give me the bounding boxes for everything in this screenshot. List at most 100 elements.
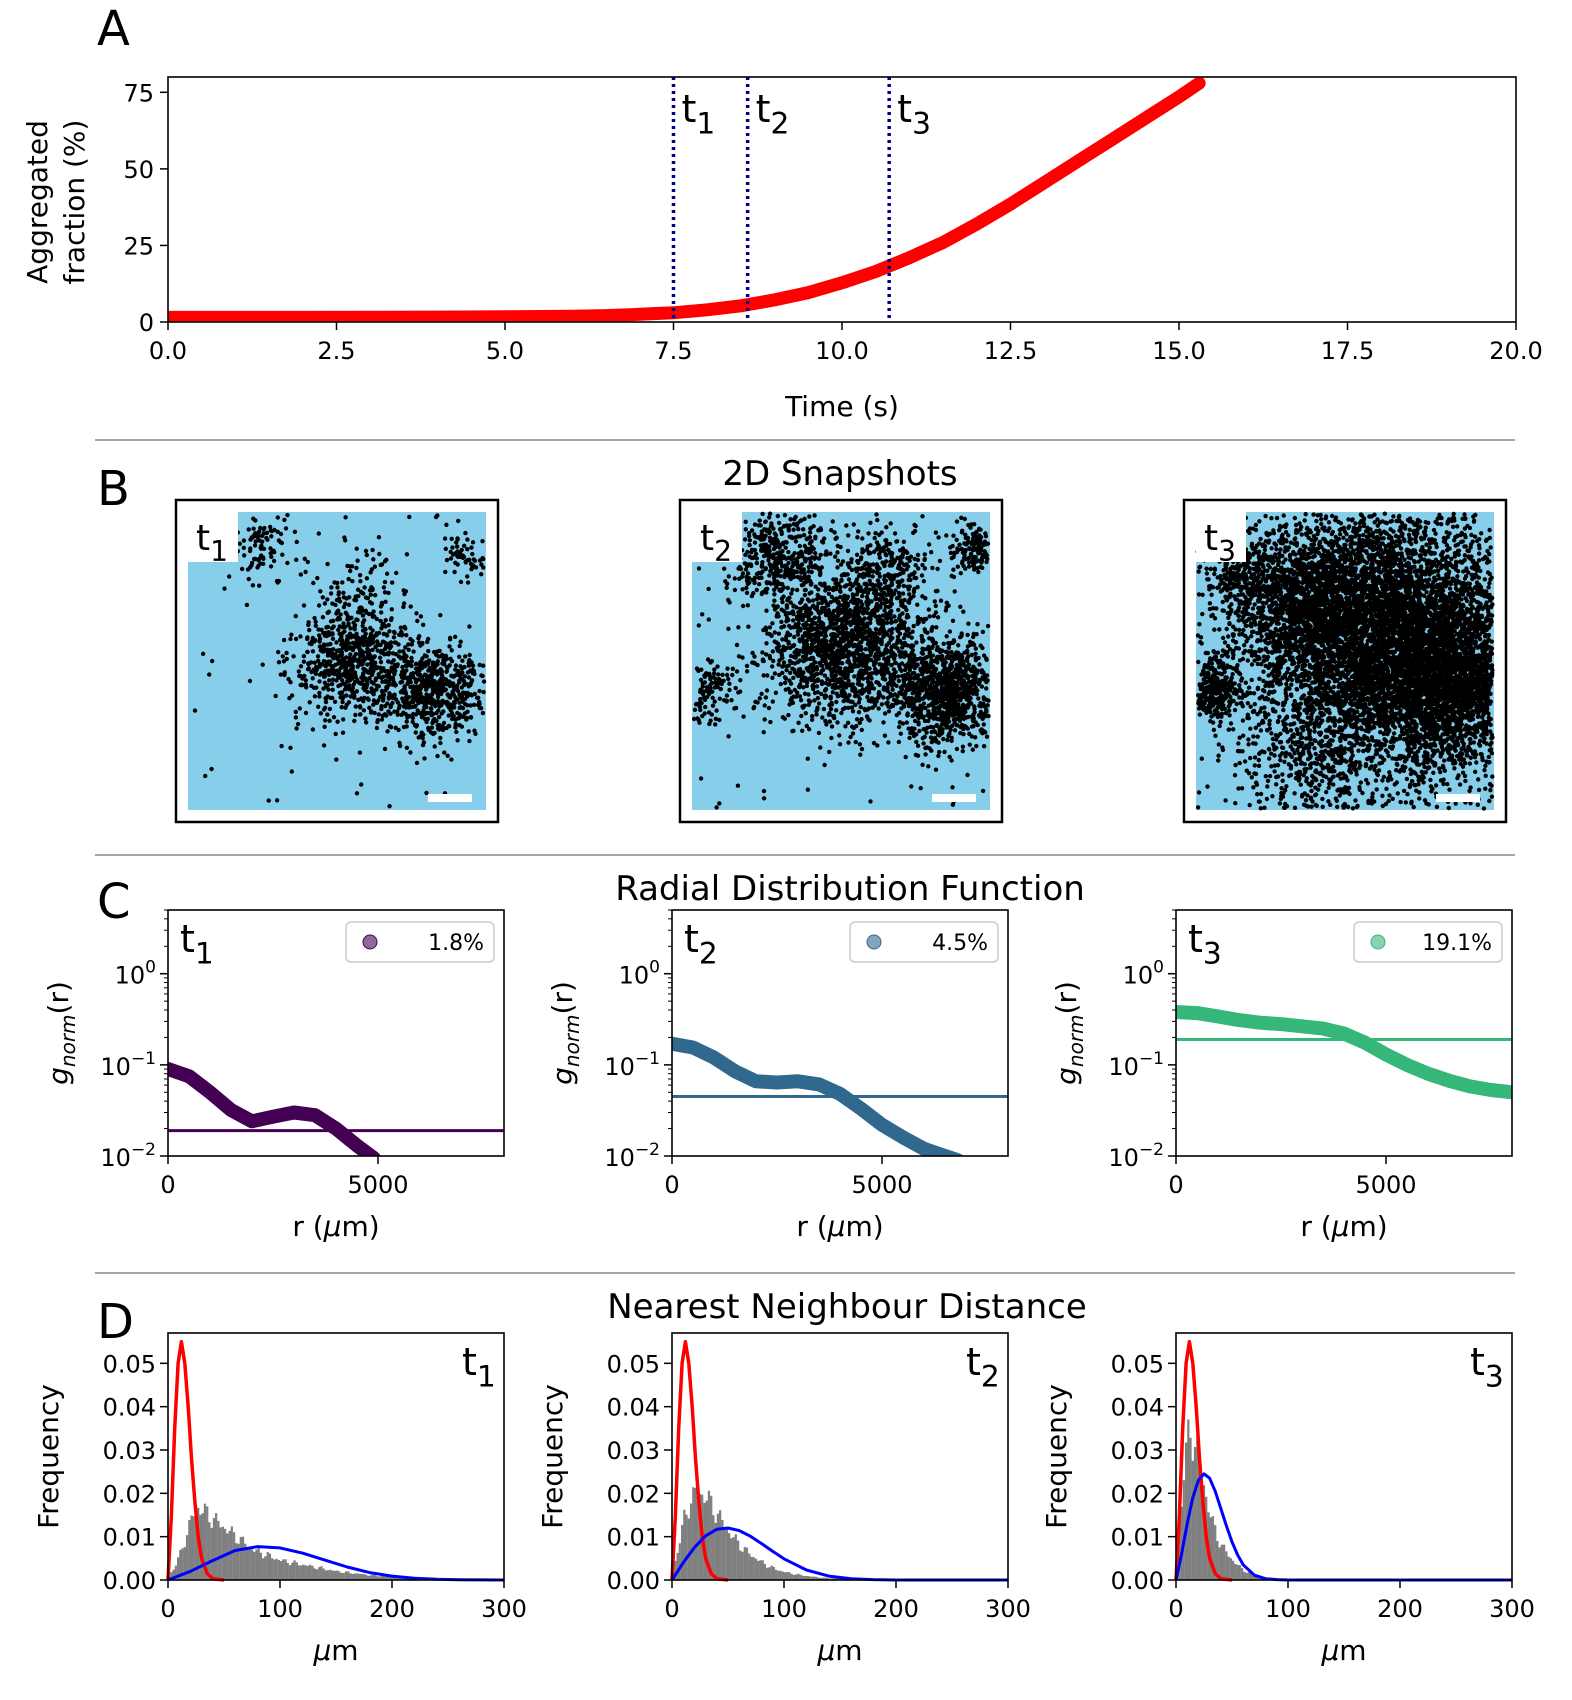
y-tick-label: 0.00 xyxy=(1111,1567,1164,1595)
y-tick-label: 10−1 xyxy=(604,1049,660,1081)
nnd-axes-frame xyxy=(167,1332,505,1581)
y-tick-label: 0.02 xyxy=(607,1480,660,1508)
aggregation-x-label: Time (s) xyxy=(784,390,899,423)
y-tick-label: 10−1 xyxy=(1108,1049,1164,1081)
x-tick-label: 200 xyxy=(369,1595,415,1623)
x-tick-label: 15.0 xyxy=(1152,337,1205,365)
snapshot-particle-path xyxy=(691,511,991,810)
snapshot-time-label: t1 xyxy=(196,518,228,568)
time-marker-label-3: t3 xyxy=(897,87,931,140)
y-tick-label: 0.01 xyxy=(1111,1524,1164,1552)
x-tick-label: 100 xyxy=(257,1595,303,1623)
x-tick-label: 10.0 xyxy=(815,337,868,365)
rdf-y-label: gnorm(r) xyxy=(42,981,80,1085)
y-tick-label: 0.04 xyxy=(1111,1394,1164,1422)
snapshot-3: t3 xyxy=(1182,498,1508,824)
x-tick-label: 200 xyxy=(873,1595,919,1623)
x-tick-label: 100 xyxy=(1265,1595,1311,1623)
y-tick-label: 0.00 xyxy=(103,1567,156,1595)
rdf-time-label: t1 xyxy=(180,917,214,970)
y-tick-label: 0.01 xyxy=(607,1524,660,1552)
snapshot-label-box xyxy=(692,512,742,562)
x-tick-label: 7.5 xyxy=(654,337,692,365)
y-tick-label: 0 xyxy=(139,309,154,337)
rdf-time-label: t2 xyxy=(684,917,718,970)
rdf-x-label: r (μm) xyxy=(796,1210,883,1243)
rdf-legend-label: 19.1% xyxy=(1422,931,1492,956)
aggregation-chart: t1 t2 t3 0.0 2.5 5.0 7.5 10.0 12.5 15.0 17.5 20.0 … xyxy=(21,76,1543,423)
snapshot-2: t2 xyxy=(678,498,1004,824)
rdf-y-label: gnorm(r) xyxy=(546,981,584,1085)
nnd-axes-frame xyxy=(1175,1332,1513,1581)
rdf-curve xyxy=(168,1062,381,1156)
panel-label-a: A xyxy=(97,1,130,57)
aggregation-y-label-line1: Aggregated xyxy=(21,120,54,284)
x-tick-label: 300 xyxy=(481,1595,527,1623)
x-tick-label: 0.0 xyxy=(149,337,187,365)
panel-label-b: B xyxy=(97,461,130,517)
nnd-x-label: μm xyxy=(1320,1634,1366,1667)
x-tick-label: 0 xyxy=(160,1595,175,1623)
rdf-panel-1: 1.8% t1 0 5000 100 10−1 10−2 r (μm) gnorm(r) xyxy=(42,909,505,1243)
nnd-y-label: Frequency xyxy=(32,1384,65,1529)
snapshots: t1 t2 t3 xyxy=(174,498,1508,824)
nnd-y-label: Frequency xyxy=(536,1384,569,1529)
rdf-x-label: r (μm) xyxy=(292,1210,379,1243)
x-tick-label: 0 xyxy=(1168,1171,1183,1199)
section-title-nnd: Nearest Neighbour Distance xyxy=(607,1287,1087,1327)
snapshot-label-box xyxy=(188,512,238,562)
nnd-histogram-bars xyxy=(1176,1419,1277,1580)
nnd-histogram xyxy=(672,1487,874,1580)
y-tick-label: 0.03 xyxy=(1111,1437,1164,1465)
y-tick-label: 25 xyxy=(123,232,154,260)
nnd-x-label: μm xyxy=(816,1634,862,1667)
aggregation-curve xyxy=(168,77,1206,322)
x-tick-label: 20.0 xyxy=(1489,337,1542,365)
x-tick-label: 0 xyxy=(1168,1595,1183,1623)
rdf-curve xyxy=(1176,1005,1512,1100)
y-tick-label: 50 xyxy=(123,156,154,184)
nnd-x-label: μm xyxy=(312,1634,358,1667)
x-tick-label: 0 xyxy=(664,1171,679,1199)
snapshot-particles xyxy=(1195,511,1495,811)
snapshot-particles xyxy=(691,511,991,810)
snapshot-scale-bar xyxy=(1436,794,1480,802)
nnd-histogram xyxy=(168,1503,482,1580)
y-tick-label: 0.03 xyxy=(607,1437,660,1465)
snapshot-label-box xyxy=(1196,512,1246,562)
x-tick-label: 5000 xyxy=(1355,1171,1416,1199)
aggregation-y-label-line2: fraction (%) xyxy=(58,120,91,285)
snapshot-scale-bar xyxy=(428,794,472,802)
x-tick-label: 300 xyxy=(985,1595,1031,1623)
x-tick-label: 0 xyxy=(160,1171,175,1199)
time-markers: t1 t2 t3 xyxy=(671,77,931,322)
nnd-histogram-bars xyxy=(168,1503,482,1580)
x-tick-label: 2.5 xyxy=(317,337,355,365)
nnd-fit-blue xyxy=(670,1526,1008,1582)
nnd-panel-3: t3 0 100 200 300 0.00 0.01 0.02 0.03 0.04 0.05 μm Fr… xyxy=(1040,1332,1535,1667)
nnd-time-label: t3 xyxy=(1470,1340,1504,1393)
x-tick-label: 5000 xyxy=(347,1171,408,1199)
snapshot-particles xyxy=(192,512,487,809)
section-title-rdf: Radial Distribution Function xyxy=(615,869,1085,909)
rdf-axes-frame xyxy=(671,909,1009,1157)
panel-label-d: D xyxy=(97,1294,134,1350)
x-tick-label: 200 xyxy=(1377,1595,1423,1623)
nnd-fit-red xyxy=(166,1339,225,1582)
aggregation-curve-group xyxy=(168,77,1206,322)
panel-label-c: C xyxy=(97,874,131,930)
x-tick-label: 300 xyxy=(1489,1595,1535,1623)
snapshot-1: t1 xyxy=(174,498,500,824)
rdf-legend-box xyxy=(345,921,495,963)
rdf-panel-2: 4.5% t2 0 5000 100 10−1 10−2 r (μm) gnorm(r) xyxy=(546,909,1009,1243)
y-tick-label: 10−2 xyxy=(1108,1140,1164,1172)
rdf-legend-marker xyxy=(362,934,378,950)
nnd-axes-frame xyxy=(671,1332,1009,1581)
x-tick-label: 0 xyxy=(664,1595,679,1623)
rdf-y-label: gnorm(r) xyxy=(1050,981,1088,1085)
y-tick-label: 10−2 xyxy=(100,1140,156,1172)
section-title-snapshots: 2D Snapshots xyxy=(722,454,957,494)
x-tick-label: 5000 xyxy=(851,1171,912,1199)
